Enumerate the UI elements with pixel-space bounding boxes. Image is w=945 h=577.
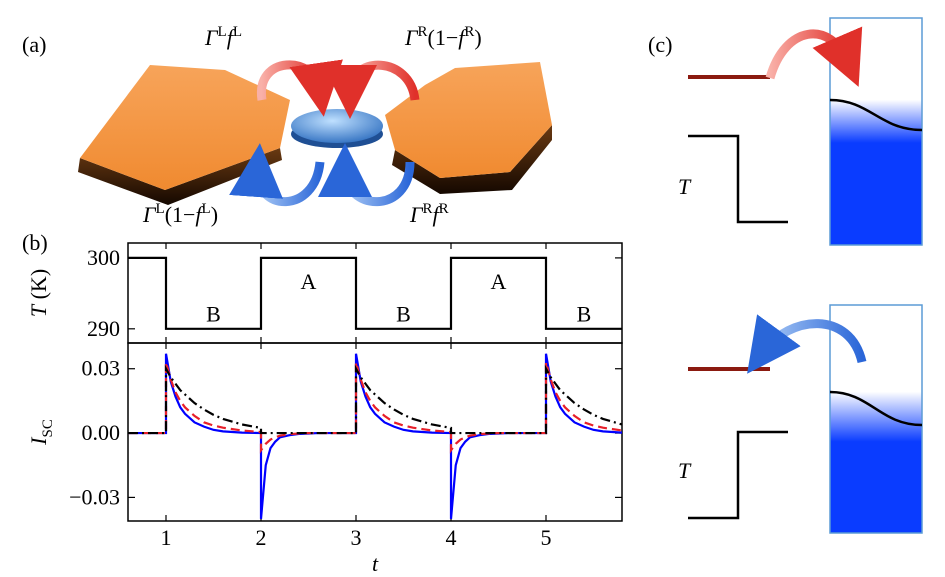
temperature-step-down xyxy=(688,134,788,224)
reservoir-bottom xyxy=(829,304,923,534)
region-label: B xyxy=(206,302,221,327)
region-label: B xyxy=(396,302,411,327)
text-part: L xyxy=(218,24,227,40)
text-part: f xyxy=(227,25,236,50)
temperature-step-up xyxy=(688,430,788,520)
panel-c-drawing xyxy=(688,17,923,534)
text-part: R xyxy=(439,201,449,217)
left-electrode-edge xyxy=(78,148,282,205)
right-electrode xyxy=(385,62,552,178)
arrow-in-right xyxy=(323,60,420,119)
region-label: A xyxy=(491,269,507,294)
x-tick-label: 4 xyxy=(446,525,457,550)
series-line xyxy=(128,362,623,454)
arrow-out-left xyxy=(229,143,325,207)
rate-label: ΓRfR xyxy=(409,201,449,227)
text-part: R xyxy=(418,24,428,40)
right-electrode-edge xyxy=(392,125,552,194)
text-part: ) xyxy=(474,25,481,50)
region-label: B xyxy=(577,302,592,327)
x-tick-label: 2 xyxy=(256,525,267,550)
arrow-in-left xyxy=(257,59,343,117)
region-label: A xyxy=(301,269,317,294)
y-axis-label: ISC xyxy=(26,419,56,446)
text-part: I xyxy=(26,436,51,446)
arrow-out-right xyxy=(318,143,415,207)
text-part: R xyxy=(423,201,433,217)
text-part: L xyxy=(156,201,165,217)
text-part: (1− xyxy=(428,25,459,50)
y-tick-label: 300 xyxy=(87,245,120,270)
x-tick-label: 1 xyxy=(161,525,172,550)
series-line xyxy=(128,364,623,435)
fermi-curve-top xyxy=(829,98,923,132)
arrow-out-of-reservoir xyxy=(747,314,867,374)
x-axis-label: t xyxy=(372,551,379,576)
text-part: L xyxy=(233,24,242,40)
text-part: (K) xyxy=(26,269,51,305)
text-part: f xyxy=(195,202,204,227)
quantum-dot xyxy=(291,109,383,143)
x-tick-label: 5 xyxy=(541,525,552,550)
fermi-curve-bottom xyxy=(829,390,923,427)
text-part: Γ xyxy=(142,202,157,227)
y-tick-label: −0.03 xyxy=(69,484,120,509)
text-part: R xyxy=(464,24,474,40)
rate-label: ΓR(1−fR) xyxy=(404,24,482,50)
text-part: (1− xyxy=(165,202,196,227)
y-tick-label: 0.00 xyxy=(82,420,121,445)
panel-label: (c) xyxy=(648,32,672,57)
y-axis-label: T (K) xyxy=(26,269,51,317)
temperature-symbol: T xyxy=(678,458,692,483)
temperature-symbol: T xyxy=(678,174,692,199)
arrow-into-reservoir xyxy=(765,26,863,87)
text-part: ) xyxy=(211,202,218,227)
text-part: SC xyxy=(40,419,56,437)
text-part: Γ xyxy=(204,25,219,50)
panel-label: (b) xyxy=(22,230,48,255)
panel-label: (a) xyxy=(22,32,46,57)
rate-label: ΓL(1−fL) xyxy=(142,201,218,227)
y-tick-label: 290 xyxy=(87,316,120,341)
x-tick-label: 3 xyxy=(351,525,362,550)
rate-label: ΓLfL xyxy=(204,24,242,50)
series-line xyxy=(128,256,622,330)
text-part: L xyxy=(202,201,211,217)
text-part: Γ xyxy=(409,202,424,227)
text-part: f xyxy=(458,25,467,50)
series-line xyxy=(128,353,623,519)
panel-a-drawing xyxy=(78,59,552,207)
text-part: Γ xyxy=(404,25,419,50)
text-part: T xyxy=(26,303,51,317)
text-part: f xyxy=(433,202,442,227)
y-tick-label: 0.03 xyxy=(82,356,121,381)
